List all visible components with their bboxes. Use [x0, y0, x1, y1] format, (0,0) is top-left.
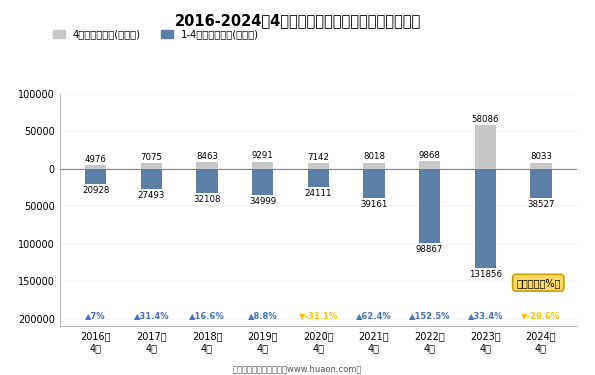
Text: ▼-29.6%: ▼-29.6% [521, 311, 560, 320]
Bar [364, 163, 384, 169]
Text: 8033: 8033 [530, 152, 552, 161]
Bar [475, 125, 496, 169]
Bar [196, 169, 218, 193]
Bar [141, 164, 162, 169]
Text: 8463: 8463 [196, 152, 218, 161]
Legend: 4月进出口总额(万美元), 1-4月进出口总额(万美元): 4月进出口总额(万美元), 1-4月进出口总额(万美元) [52, 29, 259, 39]
Text: 32108: 32108 [193, 195, 221, 204]
Text: ▲31.4%: ▲31.4% [133, 311, 169, 320]
Text: 4976: 4976 [84, 154, 107, 164]
Text: 20928: 20928 [82, 186, 109, 195]
Bar [85, 169, 107, 184]
Bar [530, 169, 552, 198]
Bar [364, 169, 384, 198]
Text: ▲8.8%: ▲8.8% [248, 311, 277, 320]
Text: 8018: 8018 [363, 152, 385, 161]
Text: ▲62.4%: ▲62.4% [356, 311, 392, 320]
Text: 58086: 58086 [472, 115, 499, 124]
Text: ▲16.6%: ▲16.6% [189, 311, 225, 320]
Text: ▼-31.1%: ▼-31.1% [299, 311, 338, 320]
Text: 39161: 39161 [361, 200, 388, 209]
Text: 2016-2024年4月青岛胶州湾综合保税区进出口总额: 2016-2024年4月青岛胶州湾综合保税区进出口总额 [174, 13, 421, 28]
Bar [419, 161, 440, 169]
Bar [252, 162, 273, 169]
Text: 7142: 7142 [308, 153, 329, 162]
Text: 131856: 131856 [469, 270, 502, 279]
Text: 27493: 27493 [137, 191, 165, 200]
Bar [85, 165, 107, 169]
Text: 38527: 38527 [527, 200, 555, 208]
Text: ▲152.5%: ▲152.5% [409, 311, 450, 320]
Bar [252, 169, 273, 195]
Bar [530, 163, 552, 169]
Text: 9291: 9291 [252, 152, 274, 160]
Text: ▲7%: ▲7% [85, 311, 106, 320]
Text: 7075: 7075 [140, 153, 162, 162]
Bar [141, 169, 162, 189]
Text: 同比增速（%）: 同比增速（%） [516, 278, 560, 288]
Text: 98867: 98867 [416, 245, 443, 254]
Text: ▲33.4%: ▲33.4% [468, 311, 503, 320]
Text: 9868: 9868 [419, 151, 440, 160]
Bar [419, 169, 440, 243]
Text: 34999: 34999 [249, 197, 276, 206]
Text: 24111: 24111 [305, 189, 332, 198]
Bar [308, 164, 329, 169]
Text: 制图：华经产业研究院（www.huaon.com）: 制图：华经产业研究院（www.huaon.com） [233, 364, 362, 373]
Bar [475, 169, 496, 268]
Bar [196, 162, 218, 169]
Bar [308, 169, 329, 187]
